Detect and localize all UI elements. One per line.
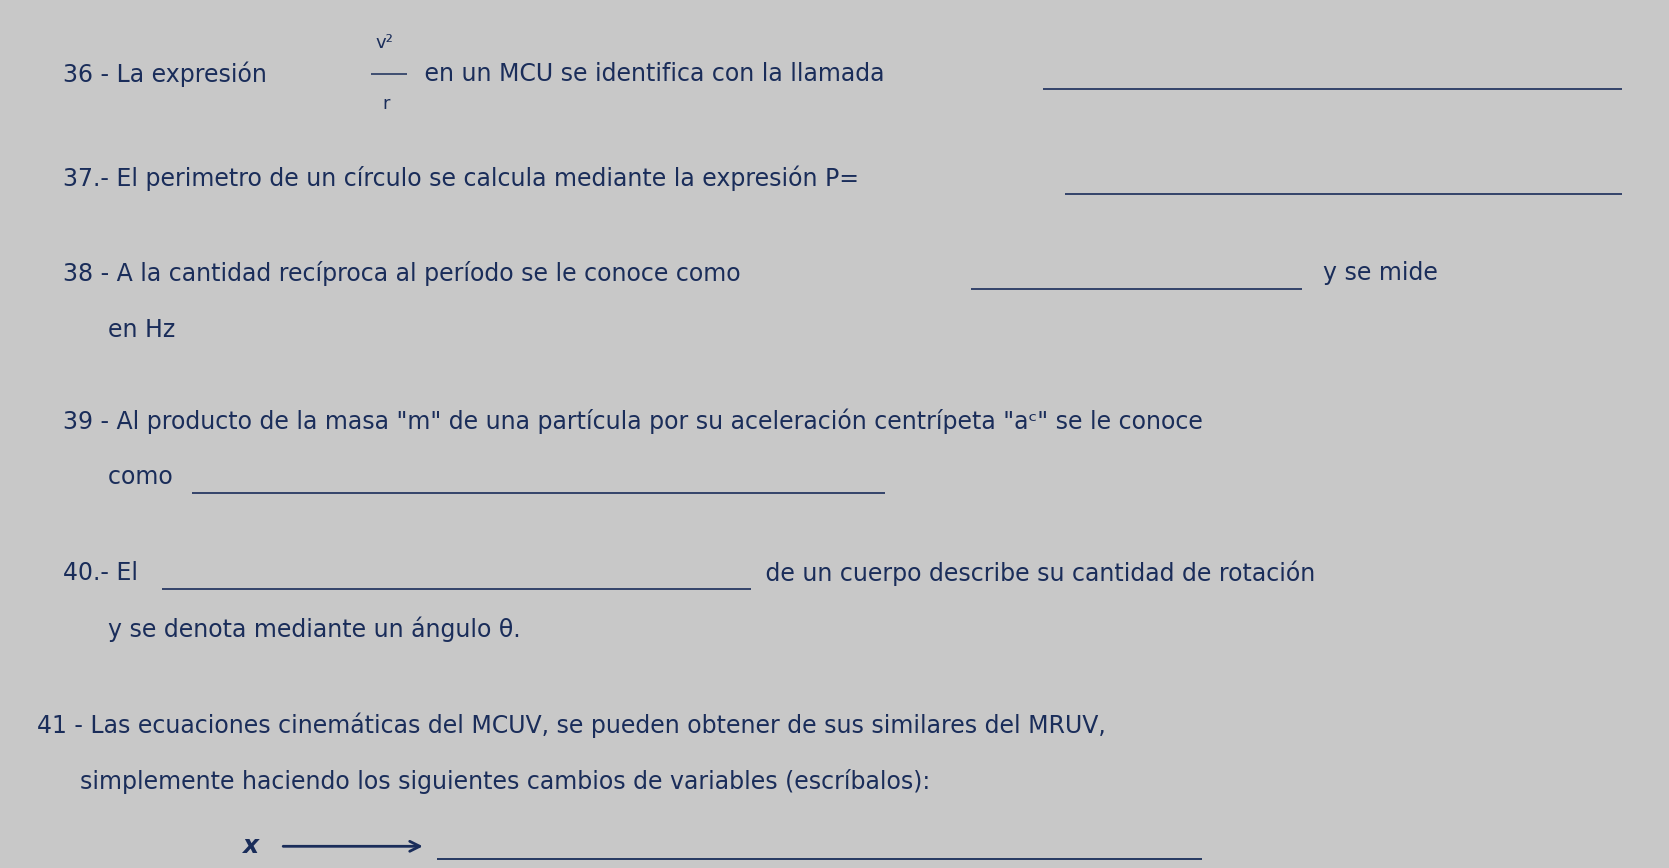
Text: en Hz: en Hz bbox=[108, 318, 175, 342]
Text: como: como bbox=[108, 465, 180, 490]
Text: de un cuerpo describe su cantidad de rotación: de un cuerpo describe su cantidad de rot… bbox=[758, 560, 1315, 586]
Text: y se denota mediante un ángulo θ.: y se denota mediante un ángulo θ. bbox=[108, 616, 521, 642]
Text: 40.- El: 40.- El bbox=[63, 561, 145, 585]
Text: r: r bbox=[382, 95, 389, 114]
Text: simplemente haciendo los siguientes cambios de variables (escríbalos):: simplemente haciendo los siguientes camb… bbox=[80, 769, 930, 793]
Text: x: x bbox=[242, 834, 259, 858]
Text: y se mide: y se mide bbox=[1308, 261, 1439, 286]
Text: 38 - A la cantidad recíproca al período se le conoce como: 38 - A la cantidad recíproca al período … bbox=[63, 261, 749, 286]
Text: 37.- El perimetro de un círculo se calcula mediante la expresión P=: 37.- El perimetro de un círculo se calcu… bbox=[63, 165, 860, 191]
Text: en un MCU se identifica con la llamada: en un MCU se identifica con la llamada bbox=[417, 62, 893, 86]
Text: 36 - La expresión: 36 - La expresión bbox=[63, 61, 275, 87]
Text: 39 - Al producto de la masa "m" de una partícula por su aceleración centrípeta ": 39 - Al producto de la masa "m" de una p… bbox=[63, 408, 1203, 434]
Text: 41 - Las ecuaciones cinemáticas del MCUV, se pueden obtener de sus similares del: 41 - Las ecuaciones cinemáticas del MCUV… bbox=[37, 712, 1105, 738]
Text: v²: v² bbox=[376, 34, 394, 52]
